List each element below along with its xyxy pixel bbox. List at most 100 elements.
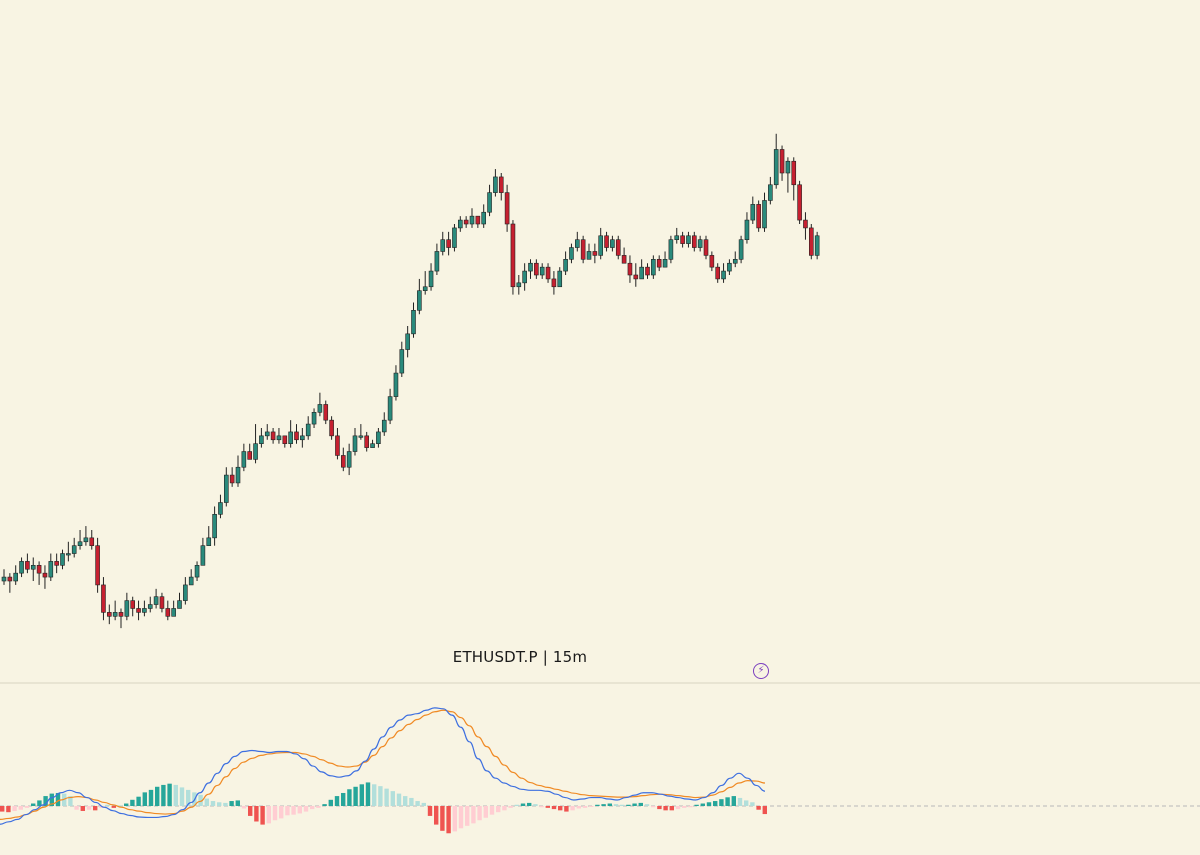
candle-body-down [101, 584, 106, 613]
histogram-bar [248, 806, 253, 816]
candle [25, 553, 30, 574]
candle-body-down [329, 419, 334, 437]
histogram-bar [533, 804, 538, 806]
candle-body-down [615, 239, 621, 256]
histogram-bar [434, 806, 439, 825]
candle-body-up [13, 572, 18, 582]
lightning-alert-icon[interactable]: ⚡ [753, 663, 769, 679]
candle [305, 416, 311, 440]
candle-body-up [112, 612, 118, 617]
candle [721, 263, 726, 283]
candle-body-down [107, 612, 112, 617]
candle [779, 145, 785, 181]
candle [621, 247, 627, 264]
histogram-bar [415, 801, 420, 806]
histogram-bar [341, 792, 346, 806]
candle-body-down [645, 266, 650, 276]
histogram-bar [210, 801, 216, 806]
candle-body-up [744, 219, 750, 240]
histogram-bar [750, 802, 755, 806]
candle [159, 592, 165, 613]
histogram-bar [99, 806, 104, 808]
histogram-bar [421, 802, 426, 806]
candle [405, 326, 410, 358]
histogram-bar [638, 802, 643, 806]
candle [101, 577, 106, 621]
candle [188, 569, 194, 586]
histogram-bar [142, 792, 147, 806]
histogram-bar [669, 806, 674, 811]
histogram-bar [272, 806, 278, 821]
candle [340, 447, 346, 472]
candle-body-up [71, 545, 77, 554]
candle [668, 235, 674, 264]
candle-body-up [457, 219, 463, 229]
candle-body-up [253, 443, 258, 460]
candle-body-up [83, 537, 89, 543]
candle-body-up [147, 604, 153, 609]
histogram-bar [644, 804, 650, 806]
candle-body-up [399, 349, 405, 374]
candle-body-up [686, 235, 691, 244]
candle-body-down [703, 239, 709, 256]
candle [300, 428, 305, 448]
candle-body-up [727, 262, 732, 272]
histogram-bar [229, 801, 234, 806]
histogram-bar [74, 806, 79, 810]
candle-body-up [276, 435, 282, 441]
histogram-bar [688, 806, 693, 808]
candle [475, 215, 481, 228]
histogram-bar [43, 796, 48, 806]
histogram-bar [539, 806, 544, 808]
histogram-bar [161, 784, 166, 806]
candle [422, 271, 428, 295]
candle-body-down [803, 219, 808, 229]
candle [516, 275, 522, 295]
histogram-bar [570, 806, 575, 811]
candle-body-down [680, 235, 685, 244]
candle [773, 133, 779, 189]
candle [645, 263, 650, 279]
candle [224, 467, 229, 507]
candle-body-down [270, 431, 276, 441]
candle [36, 561, 42, 585]
candle-body-down [691, 235, 697, 248]
candle-body-up [785, 160, 791, 174]
histogram-bar [651, 806, 656, 808]
candle-body-up [393, 372, 399, 397]
candle-body-up [574, 239, 580, 248]
histogram-bar [558, 806, 563, 811]
candle-body-up [124, 600, 130, 617]
candle [71, 537, 77, 558]
histogram-bar [235, 800, 240, 806]
candle [317, 392, 323, 417]
candle-body-down [335, 435, 340, 456]
candle [610, 235, 615, 252]
candle-body-up [66, 553, 71, 556]
histogram-bar [198, 794, 203, 806]
histogram-bar [322, 804, 327, 806]
histogram-bar [446, 806, 451, 834]
histogram-bar [452, 806, 457, 832]
candle-body-down [551, 278, 557, 288]
histogram-bar [744, 800, 749, 806]
candle-body-up [662, 259, 668, 268]
candle [452, 224, 457, 252]
candle-body-up [346, 451, 352, 468]
histogram-bar [217, 802, 222, 806]
histogram-bar [545, 806, 550, 808]
candle [352, 428, 358, 456]
histogram-bar [737, 797, 743, 806]
histogram-bar [527, 802, 532, 806]
candle-body-up [522, 270, 527, 284]
candle [165, 600, 171, 621]
histogram-bar [18, 806, 23, 810]
histogram-bar [291, 806, 296, 815]
candle-body-up [417, 290, 422, 311]
histogram-bar [496, 806, 501, 813]
candle [493, 169, 498, 197]
candle-body-up [569, 247, 574, 260]
histogram-bar [55, 792, 61, 806]
candle [393, 365, 399, 401]
